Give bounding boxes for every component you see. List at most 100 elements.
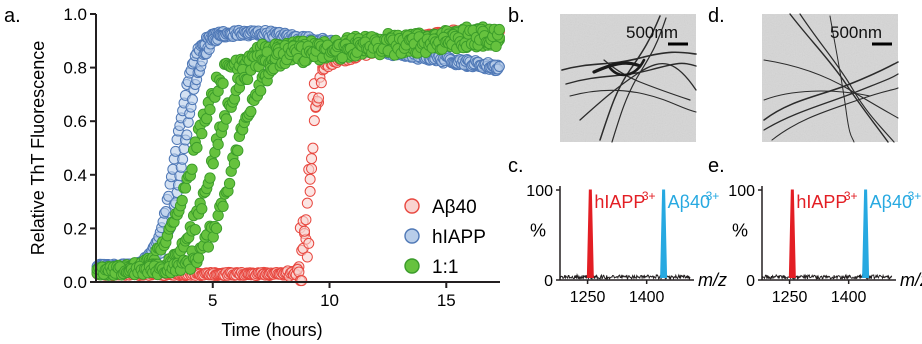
y-tick-label: 1.0	[63, 5, 87, 24]
ms-peak	[862, 189, 870, 279]
data-point	[306, 163, 318, 175]
ms-peak	[788, 189, 796, 279]
legend-marker	[404, 258, 420, 274]
data-point	[192, 252, 205, 264]
ms-x-tick-label: 1250	[772, 289, 808, 306]
data-point	[191, 141, 203, 154]
x-tick-label: 10	[320, 291, 339, 310]
data-point	[186, 94, 198, 106]
data-point	[179, 182, 192, 194]
panel-label-c: c.	[508, 155, 524, 177]
panel-label-b: b.	[508, 5, 525, 27]
tem-image-b: 500nm	[560, 14, 697, 143]
data-point	[307, 142, 319, 154]
x-tick-label: 15	[437, 291, 456, 310]
peak-label: hIAPP	[594, 192, 645, 212]
y-tick-label: 0.8	[63, 59, 87, 78]
peak-charge: 3+	[706, 189, 720, 203]
series-2	[91, 21, 505, 281]
data-point	[204, 172, 216, 184]
peak-charge: 3+	[908, 189, 922, 203]
data-point	[254, 85, 267, 97]
ms-y-axis-label: %	[732, 221, 748, 241]
y-tick-label: 0.4	[63, 166, 87, 185]
ms-peak	[660, 189, 668, 279]
ms-y-tick-label: 100	[526, 183, 553, 200]
ms-baseline	[559, 273, 691, 281]
ms-y-tick-label: 0	[544, 273, 553, 290]
data-point	[245, 105, 257, 118]
data-point	[217, 200, 229, 213]
data-point	[223, 177, 236, 190]
panel-label-d: d.	[708, 5, 725, 27]
tht-kinetics-chart: Relative ThT Fluorescence Time (hours) 0…	[28, 5, 505, 340]
data-point	[306, 153, 318, 165]
data-point	[181, 129, 193, 141]
data-point	[308, 115, 320, 127]
data-point	[184, 263, 196, 275]
data-point	[301, 197, 313, 209]
legend-label: Aβ40	[432, 197, 477, 218]
scale-bar-label-d: 500nm	[830, 23, 882, 42]
ms-x-axis-label: m/z	[698, 270, 727, 290]
axis-ticks: 0.0 0.2 0.4 0.6 0.8 1.0 5 10 15	[63, 5, 455, 310]
data-point	[189, 224, 201, 236]
scale-bar-label-b: 500nm	[626, 23, 678, 42]
legend-marker	[404, 198, 420, 214]
data-point	[301, 251, 313, 263]
data-point	[304, 173, 316, 185]
y-tick-label: 0.2	[63, 219, 87, 238]
data-point	[493, 23, 505, 36]
ms-x-tick-label: 1250	[570, 289, 606, 306]
data-point	[212, 138, 224, 151]
y-tick-label: 0.0	[63, 273, 87, 292]
data-point	[217, 77, 229, 90]
ms-baseline	[761, 273, 893, 281]
panel-label-e: e.	[708, 155, 725, 177]
data-point	[490, 40, 502, 53]
peak-label: hIAPP	[796, 192, 847, 212]
data-point	[313, 92, 325, 104]
ms-y-tick-label: 100	[728, 183, 755, 200]
ms-x-tick-label: 1400	[629, 289, 665, 306]
ms-y-tick-label: 0	[746, 273, 755, 290]
data-point	[207, 158, 219, 170]
data-point	[300, 214, 312, 226]
data-point	[204, 103, 216, 116]
data-point	[186, 163, 198, 175]
legend-label: hIAPP	[432, 227, 486, 248]
ms-x-tick-label: 1400	[831, 289, 867, 306]
x-axis-label: Time (hours)	[221, 320, 322, 340]
data-point	[202, 241, 214, 253]
data-point	[315, 77, 327, 89]
data-point	[493, 60, 505, 72]
y-tick-label: 0.6	[63, 112, 87, 131]
y-axis-label: Relative ThT Fluorescence	[28, 41, 48, 255]
data-point	[304, 185, 316, 197]
data-point	[228, 158, 241, 170]
data-point	[196, 203, 208, 215]
ms-y-axis-label: %	[530, 221, 546, 241]
peak-charge: 3+	[844, 189, 858, 203]
ms-peak	[586, 189, 594, 279]
legend-label: 1:1	[432, 257, 458, 278]
data-point	[176, 194, 188, 207]
data-point	[177, 153, 189, 165]
data-point	[210, 222, 223, 235]
legend-marker	[404, 228, 420, 244]
peak-label: Aβ40	[870, 192, 912, 212]
x-tick-label: 5	[208, 291, 217, 310]
panel-label-a: a.	[4, 5, 21, 27]
legend: Aβ40 hIAPP 1:1	[404, 197, 486, 278]
data-point	[232, 144, 244, 157]
peak-charge: 3+	[642, 189, 656, 203]
data-point	[299, 225, 311, 237]
plot-area	[91, 21, 505, 287]
data-point	[303, 237, 315, 249]
data-point	[196, 127, 208, 140]
data-point	[296, 275, 308, 287]
data-point	[220, 113, 232, 125]
